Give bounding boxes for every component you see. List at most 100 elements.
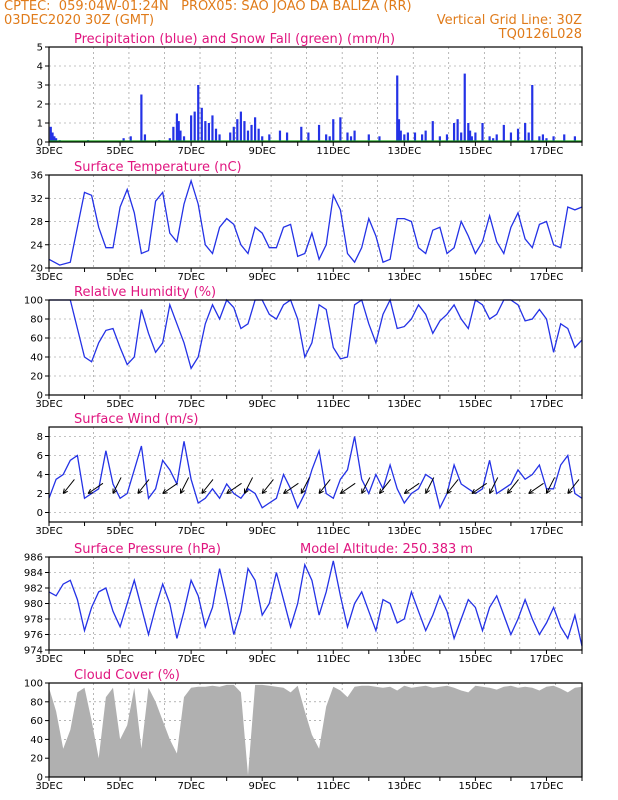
- wind-arrowhead: [446, 490, 452, 494]
- wind-arrowhead: [62, 490, 68, 494]
- x-tick-label: 13DEC: [387, 146, 421, 157]
- precip-bar: [261, 136, 264, 142]
- x-tick-label: 11DEC: [316, 399, 350, 410]
- wind-vector: [243, 477, 254, 494]
- precip-bar: [53, 136, 56, 142]
- y-tick-label: 36: [30, 171, 43, 182]
- wind-arrowhead: [340, 492, 346, 494]
- precip-bar: [229, 132, 232, 142]
- precip-bar: [204, 121, 207, 142]
- series-line: [49, 298, 583, 371]
- x-tick-label: 7DEC: [177, 526, 204, 537]
- precip-bar: [250, 124, 253, 142]
- y-tick-label: 6: [37, 451, 43, 462]
- precip-bar: [307, 132, 310, 142]
- x-tick-label: 3DEC: [35, 526, 62, 537]
- precip-bar: [545, 138, 548, 142]
- x-tick-label: 15DEC: [459, 146, 493, 157]
- y-tick-label: 100: [24, 679, 43, 690]
- y-tick-label: 20: [30, 264, 43, 275]
- x-tick-label: 11DEC: [316, 272, 350, 283]
- x-tick-label: 11DEC: [316, 146, 350, 157]
- x-tick-label: 15DEC: [459, 781, 493, 792]
- y-tick-label: 0: [37, 391, 43, 402]
- y-tick-label: 0: [37, 138, 43, 149]
- wind-arrowhead: [528, 488, 532, 494]
- y-tick-label: 28: [30, 217, 43, 228]
- wind-arrowhead: [137, 490, 143, 494]
- precip-bar: [243, 121, 246, 142]
- wind-vector: [180, 477, 190, 494]
- precip-bar: [541, 134, 545, 142]
- x-tick-label: 5DEC: [106, 146, 133, 157]
- precip-bar: [406, 132, 409, 142]
- wind-arrowhead: [339, 488, 344, 494]
- wind-arrowhead: [567, 488, 570, 494]
- precip-bar: [122, 138, 125, 142]
- wind-vector: [112, 477, 122, 494]
- y-tick-label: 978: [24, 615, 43, 626]
- x-tick-label: 3DEC: [35, 781, 62, 792]
- header-model-code: TQ0126L028: [498, 27, 582, 42]
- precip-bar: [218, 134, 221, 142]
- wind-vector: [506, 479, 519, 494]
- panel-frame: [48, 46, 583, 143]
- y-tick-label: 2: [37, 100, 43, 111]
- precip-bar: [468, 130, 472, 142]
- precip-bar: [563, 134, 566, 142]
- wind-arrowhead: [62, 488, 65, 494]
- wind-vector: [162, 482, 178, 494]
- x-tick-label: 17DEC: [530, 781, 564, 792]
- precip-bar: [232, 126, 235, 142]
- precip-bar: [474, 132, 477, 142]
- x-tick-label: 11DEC: [316, 654, 350, 665]
- precip-bar: [200, 107, 203, 142]
- precip-bar: [207, 123, 210, 142]
- wind-arrowhead: [300, 490, 306, 494]
- precip-bar: [460, 132, 463, 142]
- wind-arrowhead: [137, 488, 140, 494]
- wind-vector: [528, 482, 544, 494]
- precip-bar: [399, 130, 402, 142]
- header-station: CPTEC: 059:04W-01:24N PROX05: SAO JOAO D…: [4, 0, 412, 14]
- x-tick-label: 15DEC: [459, 526, 493, 537]
- precip-bar: [424, 130, 427, 142]
- wind-arrowhead: [507, 490, 513, 494]
- y-tick-label: 80: [30, 697, 43, 708]
- x-tick-label: 9DEC: [249, 654, 276, 665]
- x-tick-label: 5DEC: [106, 272, 133, 283]
- x-tick-label: 5DEC: [106, 654, 133, 665]
- y-tick-label: 4: [37, 62, 43, 73]
- wind-arrowhead: [379, 490, 385, 494]
- x-tick-label: 7DEC: [177, 399, 204, 410]
- wind-vector: [201, 479, 214, 494]
- wind-arrowhead: [87, 488, 92, 494]
- x-tick-label: 17DEC: [530, 526, 564, 537]
- precip-bar: [495, 134, 498, 142]
- precip-bar: [190, 115, 193, 142]
- header-date: 03DEC2020 30Z (GMT): [4, 13, 155, 28]
- precip-bar: [396, 75, 399, 142]
- y-tick-label: 80: [30, 315, 43, 326]
- x-tick-label: 7DEC: [177, 781, 204, 792]
- precip-bar: [492, 138, 495, 142]
- wind-arrowhead: [446, 488, 449, 494]
- panel-title: Cloud Cover (%): [74, 668, 180, 683]
- x-tick-label: 3DEC: [35, 146, 62, 157]
- precip-bar: [317, 124, 321, 142]
- x-tick-label: 13DEC: [387, 272, 421, 283]
- wind-vector: [567, 479, 580, 494]
- y-tick-label: 1: [37, 119, 43, 130]
- y-tick-label: 40: [30, 735, 43, 746]
- y-tick-label: 3: [37, 81, 43, 92]
- precip-bar: [488, 136, 491, 142]
- wind-arrowhead: [567, 490, 573, 494]
- precip-bar: [403, 134, 406, 142]
- x-tick-label: 3DEC: [35, 272, 62, 283]
- precip-bar: [538, 136, 541, 142]
- wind-arrowhead: [283, 492, 289, 494]
- x-tick-label: 11DEC: [316, 526, 350, 537]
- x-tick-label: 7DEC: [177, 146, 204, 157]
- y-tick-label: 40: [30, 353, 43, 364]
